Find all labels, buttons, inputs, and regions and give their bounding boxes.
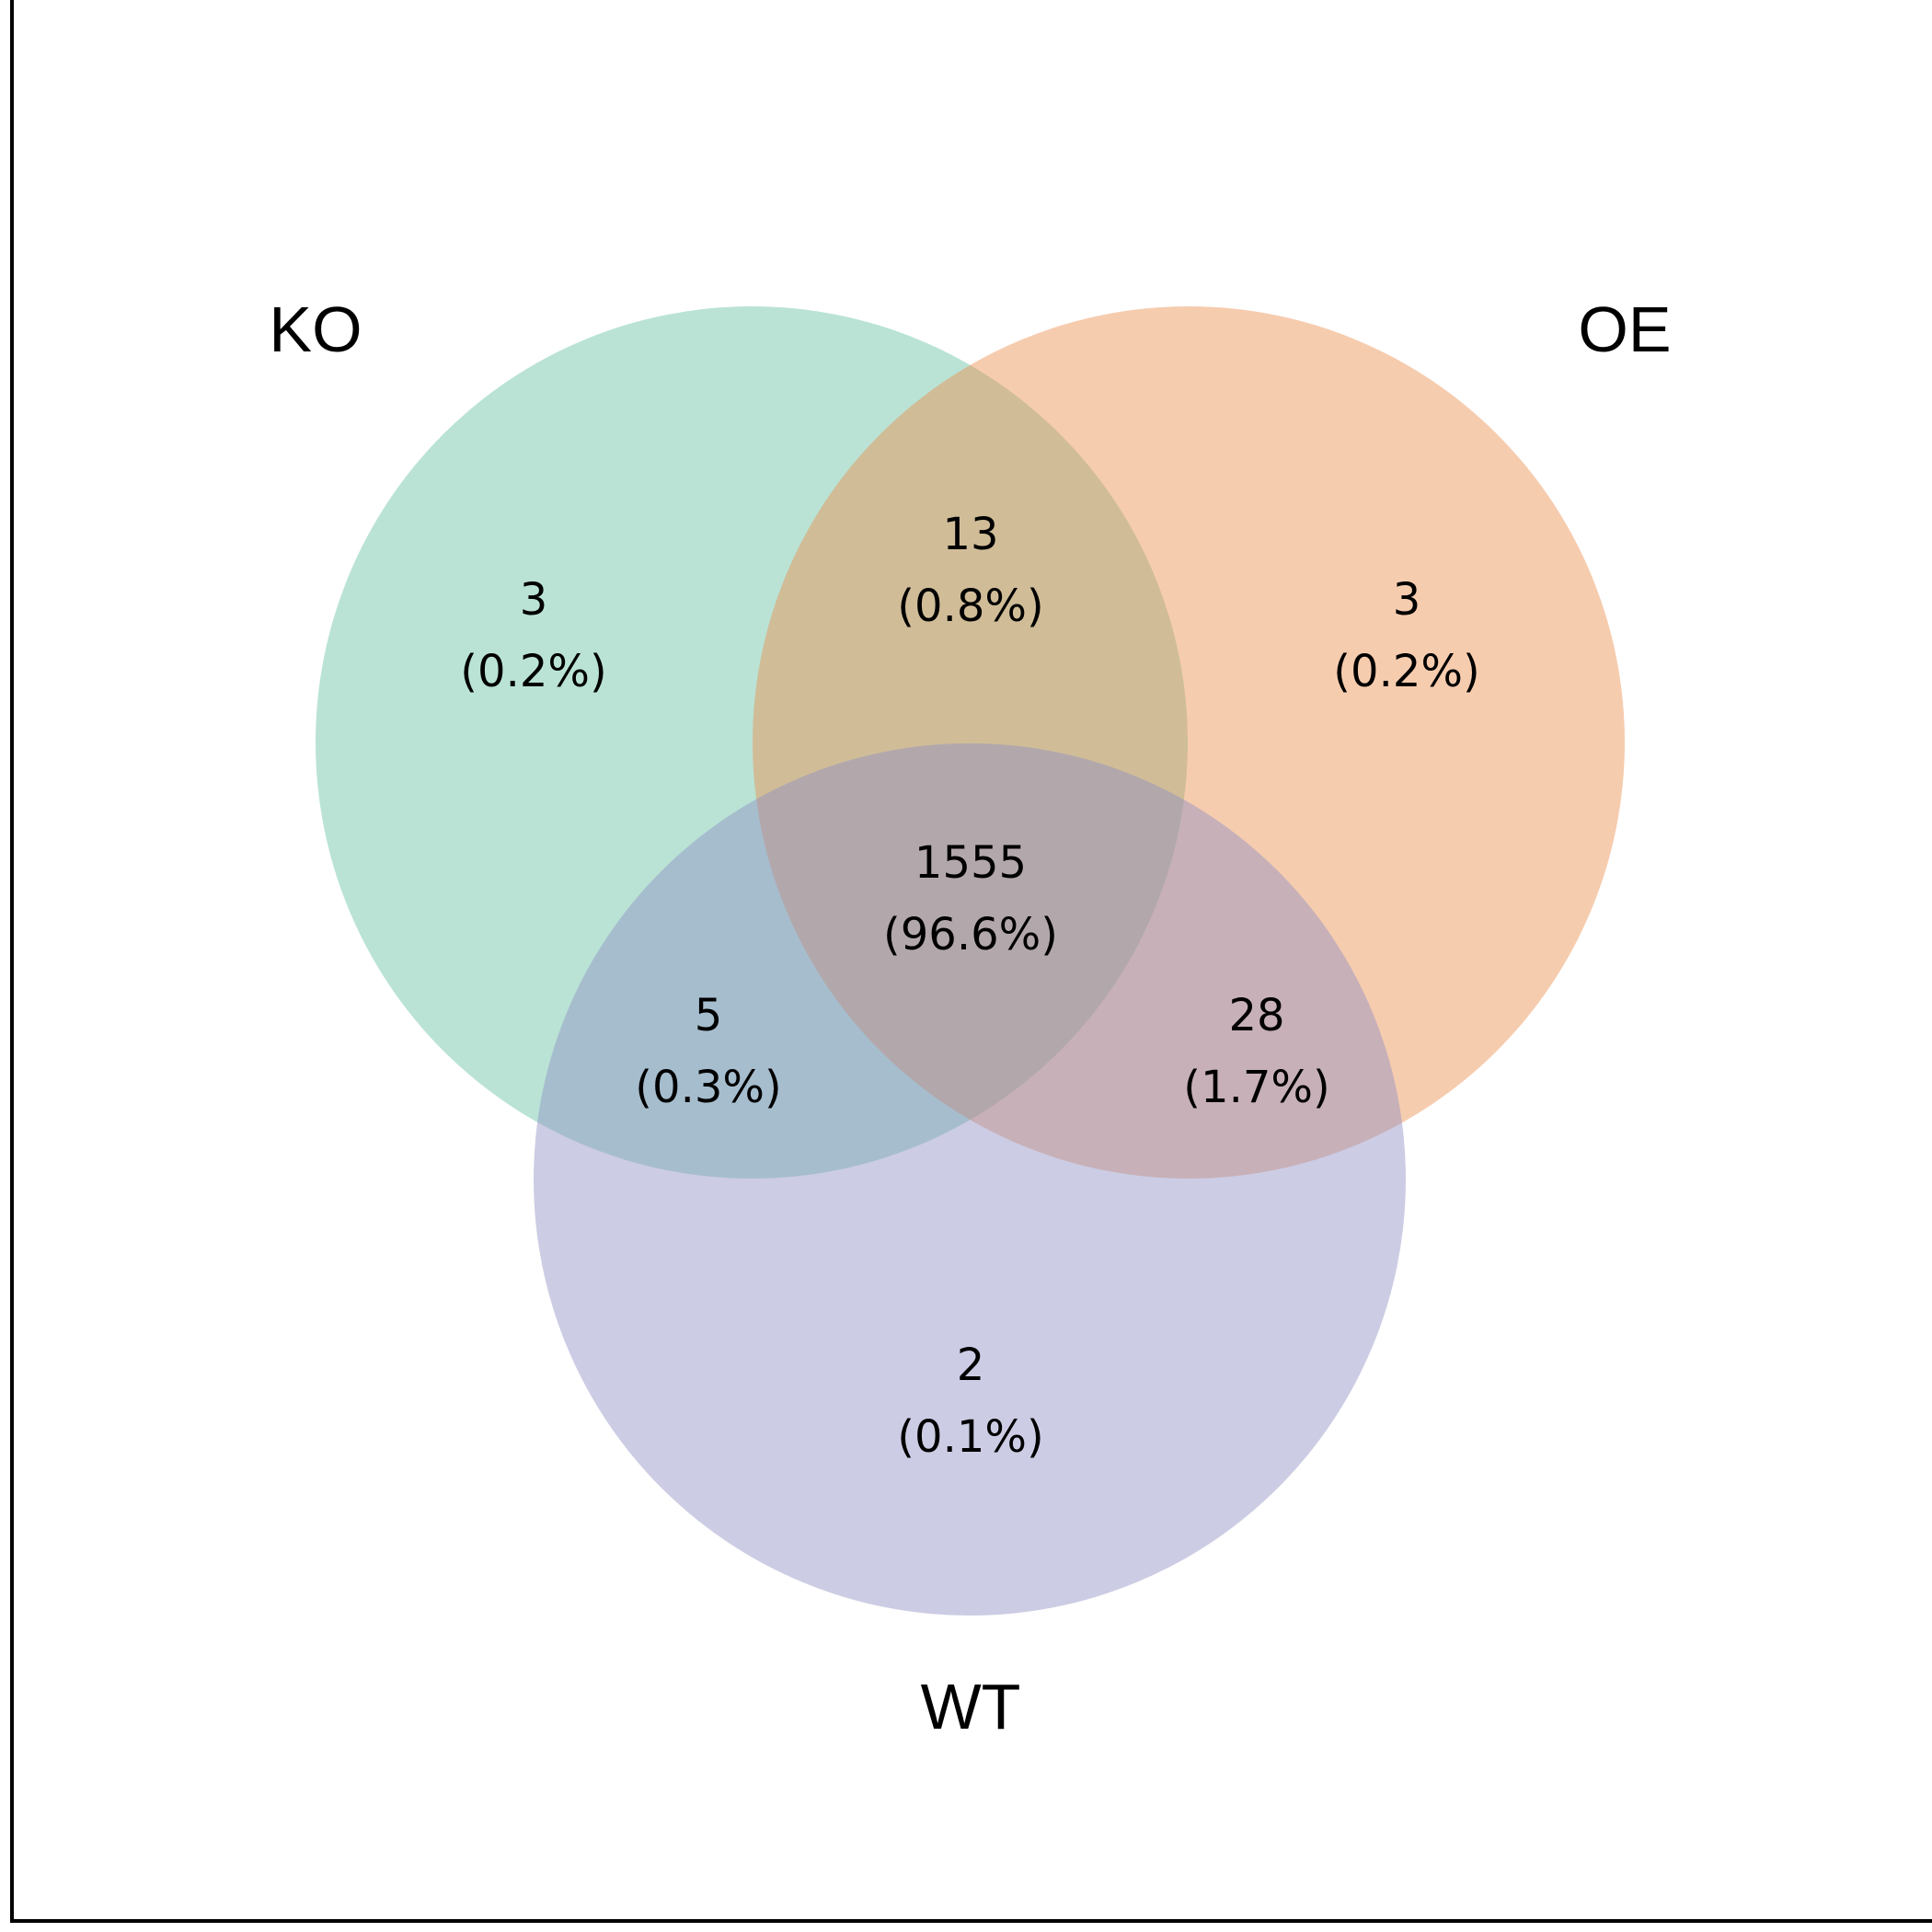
- region-ko-wt: 5 (0.3%): [635, 990, 781, 1113]
- set-circle-wt: [534, 743, 1406, 1616]
- region-percent: (0.1%): [897, 1411, 1043, 1463]
- region-count: 3: [1393, 574, 1421, 626]
- region-percent: (0.3%): [635, 1062, 781, 1113]
- region-count: 13: [942, 509, 998, 560]
- set-circles: [316, 306, 1625, 1616]
- region-count: 3: [520, 574, 548, 626]
- set-label-ko: KO: [269, 293, 362, 365]
- region-percent: (0.8%): [897, 581, 1043, 632]
- region-percent: (1.7%): [1183, 1062, 1329, 1113]
- region-oe-wt: 28 (1.7%): [1183, 990, 1329, 1113]
- region-percent: (0.2%): [460, 646, 606, 697]
- region-percent: (0.2%): [1333, 646, 1479, 697]
- set-circle-ko: [316, 306, 1188, 1179]
- region-count: 5: [695, 990, 723, 1041]
- region-count: 1555: [914, 837, 1027, 889]
- region-ko-oe-wt: 1555 (96.6%): [883, 837, 1058, 960]
- region-oe-only: 3 (0.2%): [1333, 574, 1479, 697]
- set-label-wt: WT: [921, 1671, 1021, 1742]
- region-ko-oe: 13 (0.8%): [897, 509, 1043, 632]
- region-count: 2: [957, 1340, 985, 1391]
- set-circle-oe: [753, 306, 1625, 1179]
- set-labels: KO OE WT: [269, 293, 1671, 1742]
- region-count: 28: [1228, 990, 1284, 1041]
- region-percent: (96.6%): [883, 909, 1058, 960]
- region-wt-only: 2 (0.1%): [897, 1340, 1043, 1463]
- region-ko-only: 3 (0.2%): [460, 574, 606, 697]
- set-label-oe: OE: [1578, 293, 1671, 365]
- region-labels: 3 (0.2%) 13 (0.8%) 3 (0.2%) 1555 (96.6%)…: [460, 509, 1479, 1463]
